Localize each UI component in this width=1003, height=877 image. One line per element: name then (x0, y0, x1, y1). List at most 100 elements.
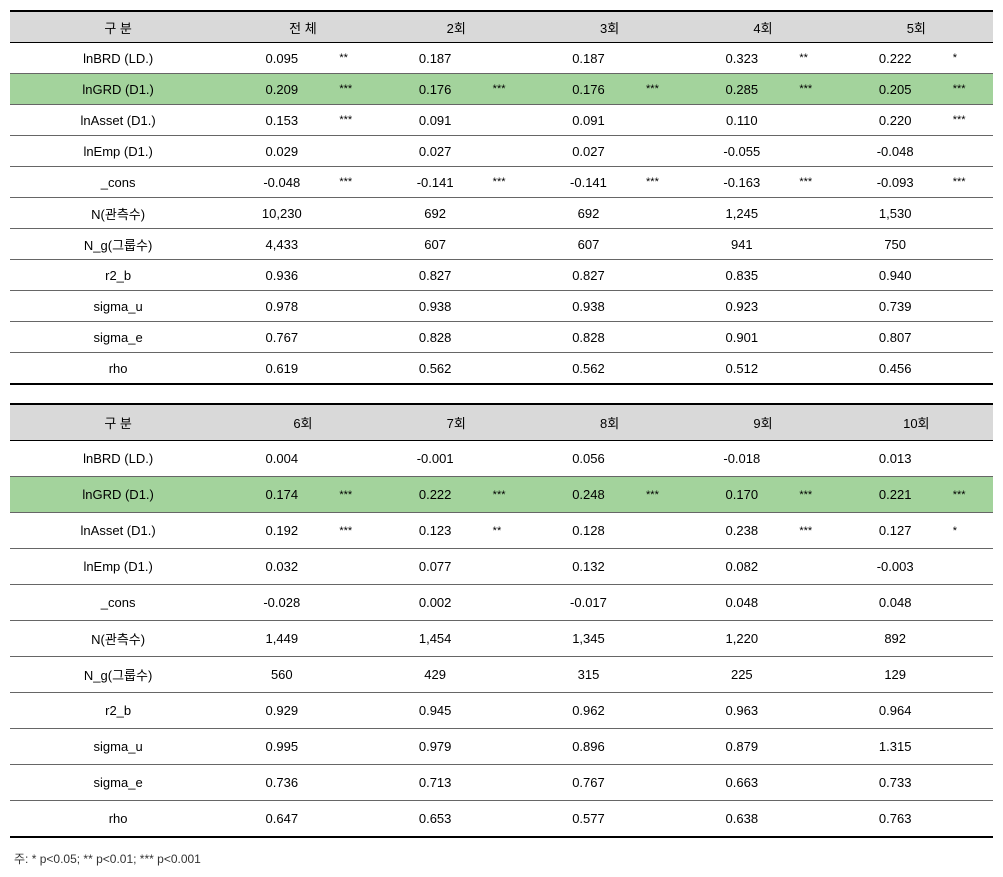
cell-significance (951, 621, 993, 657)
cell-value: 0.964 (840, 693, 951, 729)
cell-significance (337, 549, 379, 585)
cell-significance (491, 198, 533, 229)
header-col-0: 6회 (226, 404, 379, 441)
cell-value: 0.827 (533, 260, 644, 291)
cell-value: 0.929 (226, 693, 337, 729)
cell-significance (491, 353, 533, 385)
cell-value: 0.170 (686, 477, 797, 513)
cell-value: 0.827 (380, 260, 491, 291)
cell-significance (797, 621, 839, 657)
cell-significance (644, 441, 686, 477)
cell-significance (797, 441, 839, 477)
header-col-3: 9회 (686, 404, 839, 441)
cell-value: -0.018 (686, 441, 797, 477)
cell-value: 0.978 (226, 291, 337, 322)
cell-value: 0.082 (686, 549, 797, 585)
cell-value: 0.647 (226, 801, 337, 838)
cell-significance (337, 198, 379, 229)
cell-significance: *** (951, 477, 993, 513)
cell-significance (951, 136, 993, 167)
cell-value: 0.638 (686, 801, 797, 838)
cell-significance: *** (491, 477, 533, 513)
cell-value: 0.222 (840, 43, 951, 74)
cell-significance (644, 322, 686, 353)
cell-value: 129 (840, 657, 951, 693)
cell-value: 0.901 (686, 322, 797, 353)
cell-value: -0.055 (686, 136, 797, 167)
cell-value: 0.739 (840, 291, 951, 322)
cell-significance (644, 513, 686, 549)
cell-significance (797, 765, 839, 801)
cell-value: 0.562 (533, 353, 644, 385)
cell-significance (951, 291, 993, 322)
cell-value: 0.032 (226, 549, 337, 585)
cell-value: -0.163 (686, 167, 797, 198)
cell-significance: *** (797, 513, 839, 549)
cell-significance (491, 729, 533, 765)
cell-value: 0.077 (380, 549, 491, 585)
cell-value: 0.222 (380, 477, 491, 513)
cell-value: 0.736 (226, 765, 337, 801)
cell-value: 0.209 (226, 74, 337, 105)
cell-value: 0.828 (533, 322, 644, 353)
cell-value: 0.176 (533, 74, 644, 105)
cell-significance (337, 229, 379, 260)
table-row: r2_b0.9290.9450.9620.9630.964 (10, 693, 993, 729)
cell-value: -0.003 (840, 549, 951, 585)
header-col-4: 10회 (840, 404, 993, 441)
cell-value: 0.713 (380, 765, 491, 801)
cell-significance (491, 765, 533, 801)
cell-significance (491, 105, 533, 136)
table-row: lnAsset (D1.)0.192***0.123**0.1280.238**… (10, 513, 993, 549)
cell-significance (951, 729, 993, 765)
cell-value: 0.095 (226, 43, 337, 74)
table-2-body: lnBRD (LD.)0.004-0.0010.056-0.0180.013ln… (10, 441, 993, 838)
cell-significance: *** (797, 477, 839, 513)
row-label: lnGRD (D1.) (10, 477, 226, 513)
cell-value: 941 (686, 229, 797, 260)
row-label: N_g(그룹수) (10, 229, 226, 260)
cell-significance (951, 585, 993, 621)
cell-value: 4,433 (226, 229, 337, 260)
cell-significance (491, 585, 533, 621)
row-label: rho (10, 353, 226, 385)
row-label: N(관측수) (10, 198, 226, 229)
cell-value: -0.141 (380, 167, 491, 198)
row-label: lnAsset (D1.) (10, 105, 226, 136)
cell-significance (337, 136, 379, 167)
cell-significance (491, 441, 533, 477)
cell-value: 225 (686, 657, 797, 693)
cell-value: 0.879 (686, 729, 797, 765)
cell-value: 0.056 (533, 441, 644, 477)
cell-value: 560 (226, 657, 337, 693)
table-row: lnEmp (D1.)0.0290.0270.027-0.055-0.048 (10, 136, 993, 167)
header-col-2: 8회 (533, 404, 686, 441)
cell-value: 0.029 (226, 136, 337, 167)
cell-significance (337, 801, 379, 838)
cell-value: 1,449 (226, 621, 337, 657)
cell-value: 0.128 (533, 513, 644, 549)
cell-value: 0.013 (840, 441, 951, 477)
cell-significance (797, 693, 839, 729)
cell-value: 0.187 (533, 43, 644, 74)
cell-significance (951, 229, 993, 260)
cell-significance: ** (337, 43, 379, 74)
cell-value: 1,345 (533, 621, 644, 657)
cell-value: 692 (533, 198, 644, 229)
cell-significance (491, 43, 533, 74)
cell-significance: *** (644, 167, 686, 198)
cell-significance (337, 353, 379, 385)
row-label: N_g(그룹수) (10, 657, 226, 693)
cell-value: 1,454 (380, 621, 491, 657)
cell-value: 0.938 (533, 291, 644, 322)
cell-significance: * (951, 513, 993, 549)
table-row: lnGRD (D1.)0.174***0.222***0.248***0.170… (10, 477, 993, 513)
cell-significance: *** (644, 477, 686, 513)
cell-significance: *** (951, 74, 993, 105)
table-2-header: 구 분 6회 7회 8회 9회 10회 (10, 404, 993, 441)
cell-significance: *** (337, 513, 379, 549)
cell-significance (797, 291, 839, 322)
cell-value: 0.027 (533, 136, 644, 167)
cell-value: 315 (533, 657, 644, 693)
header-col-3: 4회 (686, 11, 839, 43)
